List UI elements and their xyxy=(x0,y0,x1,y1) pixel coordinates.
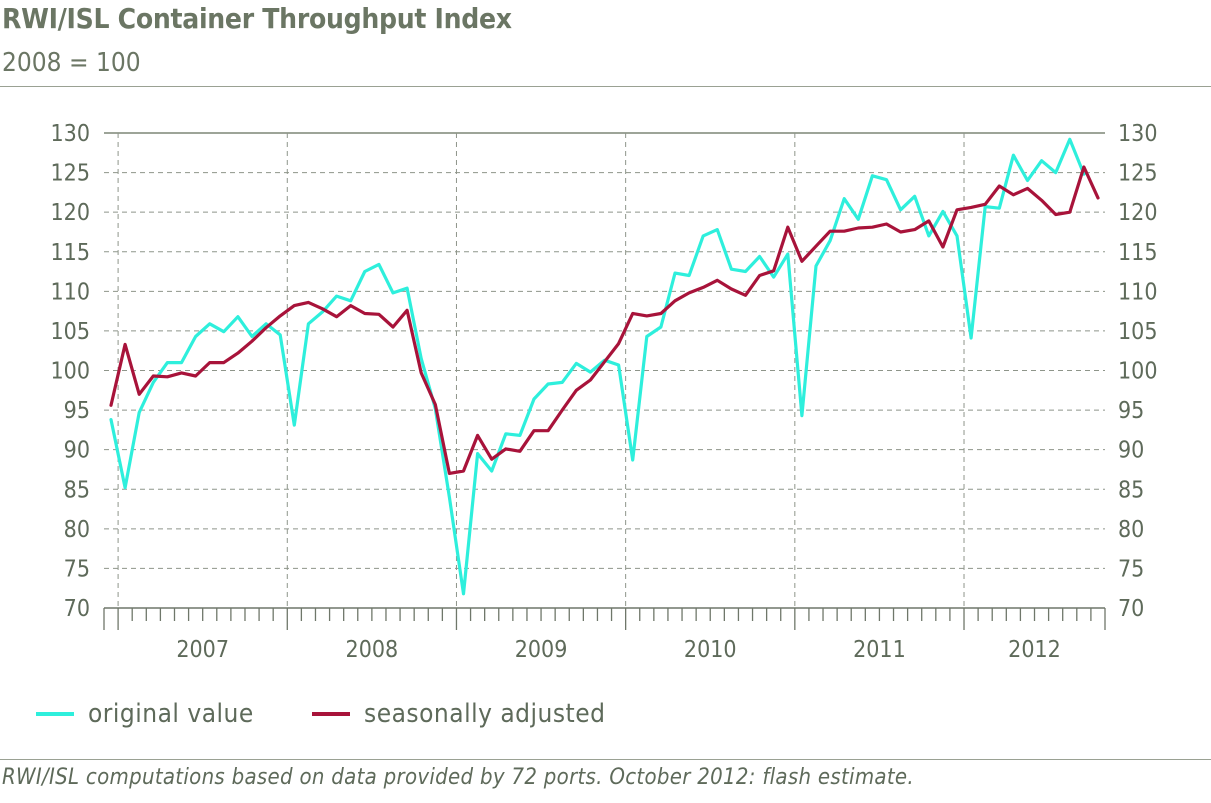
legend-swatch-seasonal xyxy=(312,712,350,716)
y-tick-label-right: 105 xyxy=(1118,319,1158,345)
y-tick-label-left: 75 xyxy=(64,556,90,582)
y-tick-label-right: 120 xyxy=(1118,200,1158,226)
y-tick-label-left: 125 xyxy=(51,161,91,187)
series-line-original xyxy=(109,137,1086,596)
y-tick-label-right: 125 xyxy=(1118,161,1158,187)
line-chart: 70 70 75 75 80 80 85 85 90 90 95 95 100 100 105 105 110 1… xyxy=(51,121,1158,663)
y-tick-label-left: 115 xyxy=(51,240,91,266)
y-tick-label-right: 130 xyxy=(1118,121,1158,147)
y-tick-label-left: 95 xyxy=(64,398,90,424)
y-tick-label-right: 95 xyxy=(1118,398,1144,424)
y-tick-label-right: 85 xyxy=(1118,477,1144,503)
y-tick-label-left: 110 xyxy=(51,279,91,305)
y-tick-label-left: 90 xyxy=(64,438,90,464)
header-divider xyxy=(0,86,1211,87)
x-tick-label-year: 2010 xyxy=(684,637,737,663)
y-tick-label-right: 90 xyxy=(1118,438,1144,464)
footer-divider xyxy=(0,759,1211,760)
legend-label-original: original value xyxy=(88,699,254,729)
y-tick-label-left: 70 xyxy=(64,596,90,622)
y-tick-label-right: 115 xyxy=(1118,240,1158,266)
x-tick-label-year: 2009 xyxy=(515,637,568,663)
y-tick-label-left: 100 xyxy=(51,359,91,385)
y-tick-label-left: 80 xyxy=(64,517,90,543)
y-tick-label-left: 120 xyxy=(51,200,91,226)
x-tick-label-year: 2012 xyxy=(1008,637,1061,663)
legend-swatch-original xyxy=(36,712,74,716)
y-tick-label-right: 100 xyxy=(1118,359,1158,385)
x-tick-label-year: 2008 xyxy=(346,637,399,663)
y-tick-label-right: 110 xyxy=(1118,279,1158,305)
x-tick-label-year: 2007 xyxy=(176,637,229,663)
legend-label-seasonal: seasonally adjusted xyxy=(364,699,606,729)
y-tick-label-left: 85 xyxy=(64,477,90,503)
y-tick-label-right: 80 xyxy=(1118,517,1144,543)
chart-subtitle: 2008 = 100 xyxy=(2,48,141,78)
y-tick-label-left: 105 xyxy=(51,319,91,345)
footnote: RWI/ISL computations based on data provi… xyxy=(2,765,914,790)
x-tick-label-year: 2011 xyxy=(853,637,906,663)
y-tick-label-right: 75 xyxy=(1118,556,1144,582)
series-line-seasonal xyxy=(109,165,1100,475)
legend-item-seasonal: seasonally adjusted xyxy=(312,698,605,730)
chart-title: RWI/ISL Container Throughput Index xyxy=(2,2,512,35)
y-tick-label-left: 130 xyxy=(51,121,91,147)
legend-item-original: original value xyxy=(36,698,254,730)
y-tick-label-right: 70 xyxy=(1118,596,1144,622)
